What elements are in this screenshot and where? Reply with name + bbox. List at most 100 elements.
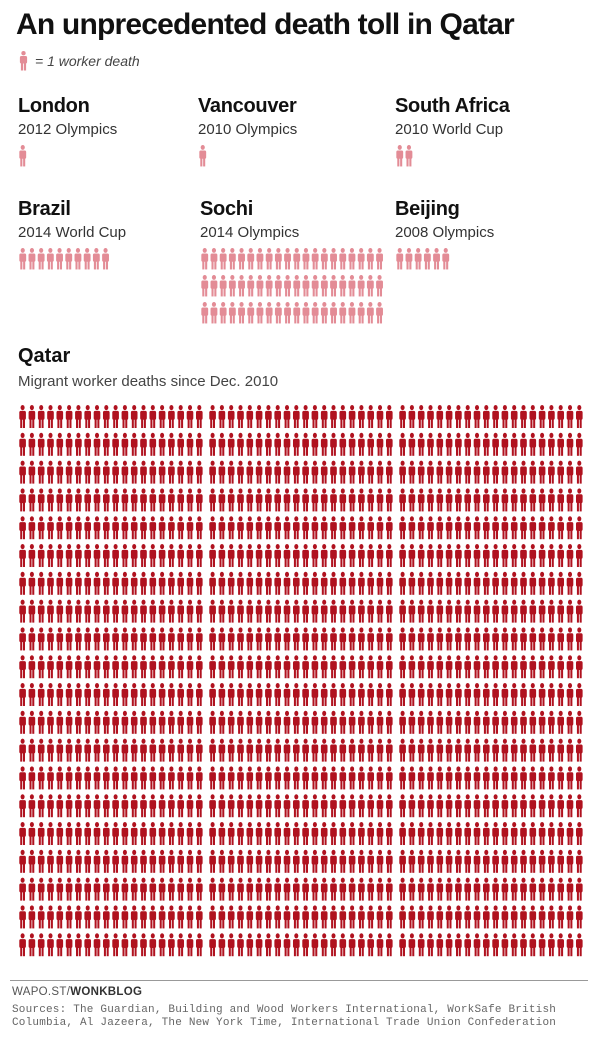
person-icon — [482, 655, 490, 679]
person-icon — [112, 460, 119, 484]
person-icon — [311, 516, 319, 540]
person-icon — [274, 877, 282, 901]
person-icon — [482, 599, 490, 623]
person-icon — [566, 766, 574, 790]
person-icon — [37, 905, 45, 929]
person-icon — [227, 794, 235, 818]
person-icon — [492, 655, 499, 679]
person-icon — [455, 738, 462, 762]
person-icon — [283, 405, 291, 429]
person-icon — [320, 794, 328, 818]
person-icon — [112, 738, 119, 762]
person-icon — [195, 849, 203, 873]
person-icon — [548, 849, 555, 873]
person-icon — [186, 460, 194, 484]
person-icon — [209, 405, 216, 429]
person-icon — [130, 766, 138, 790]
person-icon — [37, 877, 45, 901]
person-icon — [417, 516, 425, 540]
person-icon — [255, 516, 263, 540]
person-icon — [538, 738, 546, 762]
person-icon — [47, 544, 54, 568]
person-icon — [427, 405, 434, 429]
person-icon — [130, 655, 138, 679]
person-icon — [548, 571, 555, 595]
person-icon — [482, 877, 490, 901]
person-icon — [408, 683, 416, 707]
person-icon — [455, 405, 462, 429]
person-icon — [358, 822, 365, 846]
person-icon — [510, 933, 518, 957]
person-icon — [75, 822, 82, 846]
person-icon — [65, 710, 73, 734]
person-icon — [218, 405, 226, 429]
person-icon — [339, 933, 347, 957]
person-icon — [102, 248, 109, 270]
person-icon — [56, 710, 64, 734]
person-icon — [201, 302, 209, 324]
event-name: Beijing — [395, 198, 460, 220]
person-icon — [37, 794, 45, 818]
person-icon — [140, 460, 147, 484]
person-icon — [501, 571, 509, 595]
person-icon — [28, 766, 36, 790]
person-icon — [548, 738, 555, 762]
person-icon — [130, 571, 138, 595]
person-icon — [237, 488, 244, 512]
person-icon — [75, 488, 82, 512]
person-icon — [529, 822, 537, 846]
person-icon — [366, 302, 374, 324]
person-icon — [195, 460, 203, 484]
person-icon — [417, 905, 425, 929]
person-icon — [417, 405, 425, 429]
person-icon — [427, 460, 434, 484]
person-icon — [492, 766, 499, 790]
person-icon — [473, 405, 481, 429]
person-icon — [186, 599, 194, 623]
person-icon — [168, 877, 175, 901]
person-icon — [140, 849, 147, 873]
person-icon — [56, 933, 64, 957]
person-icon — [274, 933, 282, 957]
person-icon — [37, 460, 45, 484]
person-icon — [47, 655, 54, 679]
qatar-subtitle: Migrant worker deaths since Dec. 2010 — [18, 373, 279, 390]
person-icon — [311, 432, 319, 456]
person-icon — [158, 544, 166, 568]
person-icon — [399, 405, 406, 429]
person-icon — [520, 460, 527, 484]
person-icon — [121, 544, 129, 568]
person-icon — [385, 822, 393, 846]
person-icon — [348, 738, 356, 762]
person-icon — [311, 627, 319, 651]
person-icon — [237, 655, 244, 679]
person-icon — [320, 766, 328, 790]
person-icon — [56, 822, 64, 846]
person-icon — [557, 516, 565, 540]
person-icon — [75, 683, 82, 707]
person-icon — [168, 822, 175, 846]
person-icon — [464, 460, 472, 484]
person-icon — [28, 488, 36, 512]
person-icon — [358, 488, 365, 512]
person-icon — [427, 627, 434, 651]
event-pictogram — [19, 248, 109, 270]
person-icon — [121, 849, 129, 873]
person-icon — [492, 905, 499, 929]
person-icon — [283, 460, 291, 484]
person-icon — [417, 599, 425, 623]
person-icon — [186, 877, 194, 901]
person-icon — [302, 571, 309, 595]
person-icon — [255, 460, 263, 484]
person-icon — [130, 738, 138, 762]
person-icon — [473, 488, 481, 512]
person-icon — [376, 849, 384, 873]
person-icon — [75, 460, 82, 484]
person-icon — [209, 877, 216, 901]
person-icon — [168, 849, 175, 873]
person-icon — [566, 710, 574, 734]
person-icon — [227, 516, 235, 540]
person-icon — [455, 460, 462, 484]
person-icon — [367, 405, 375, 429]
person-icon — [575, 405, 583, 429]
